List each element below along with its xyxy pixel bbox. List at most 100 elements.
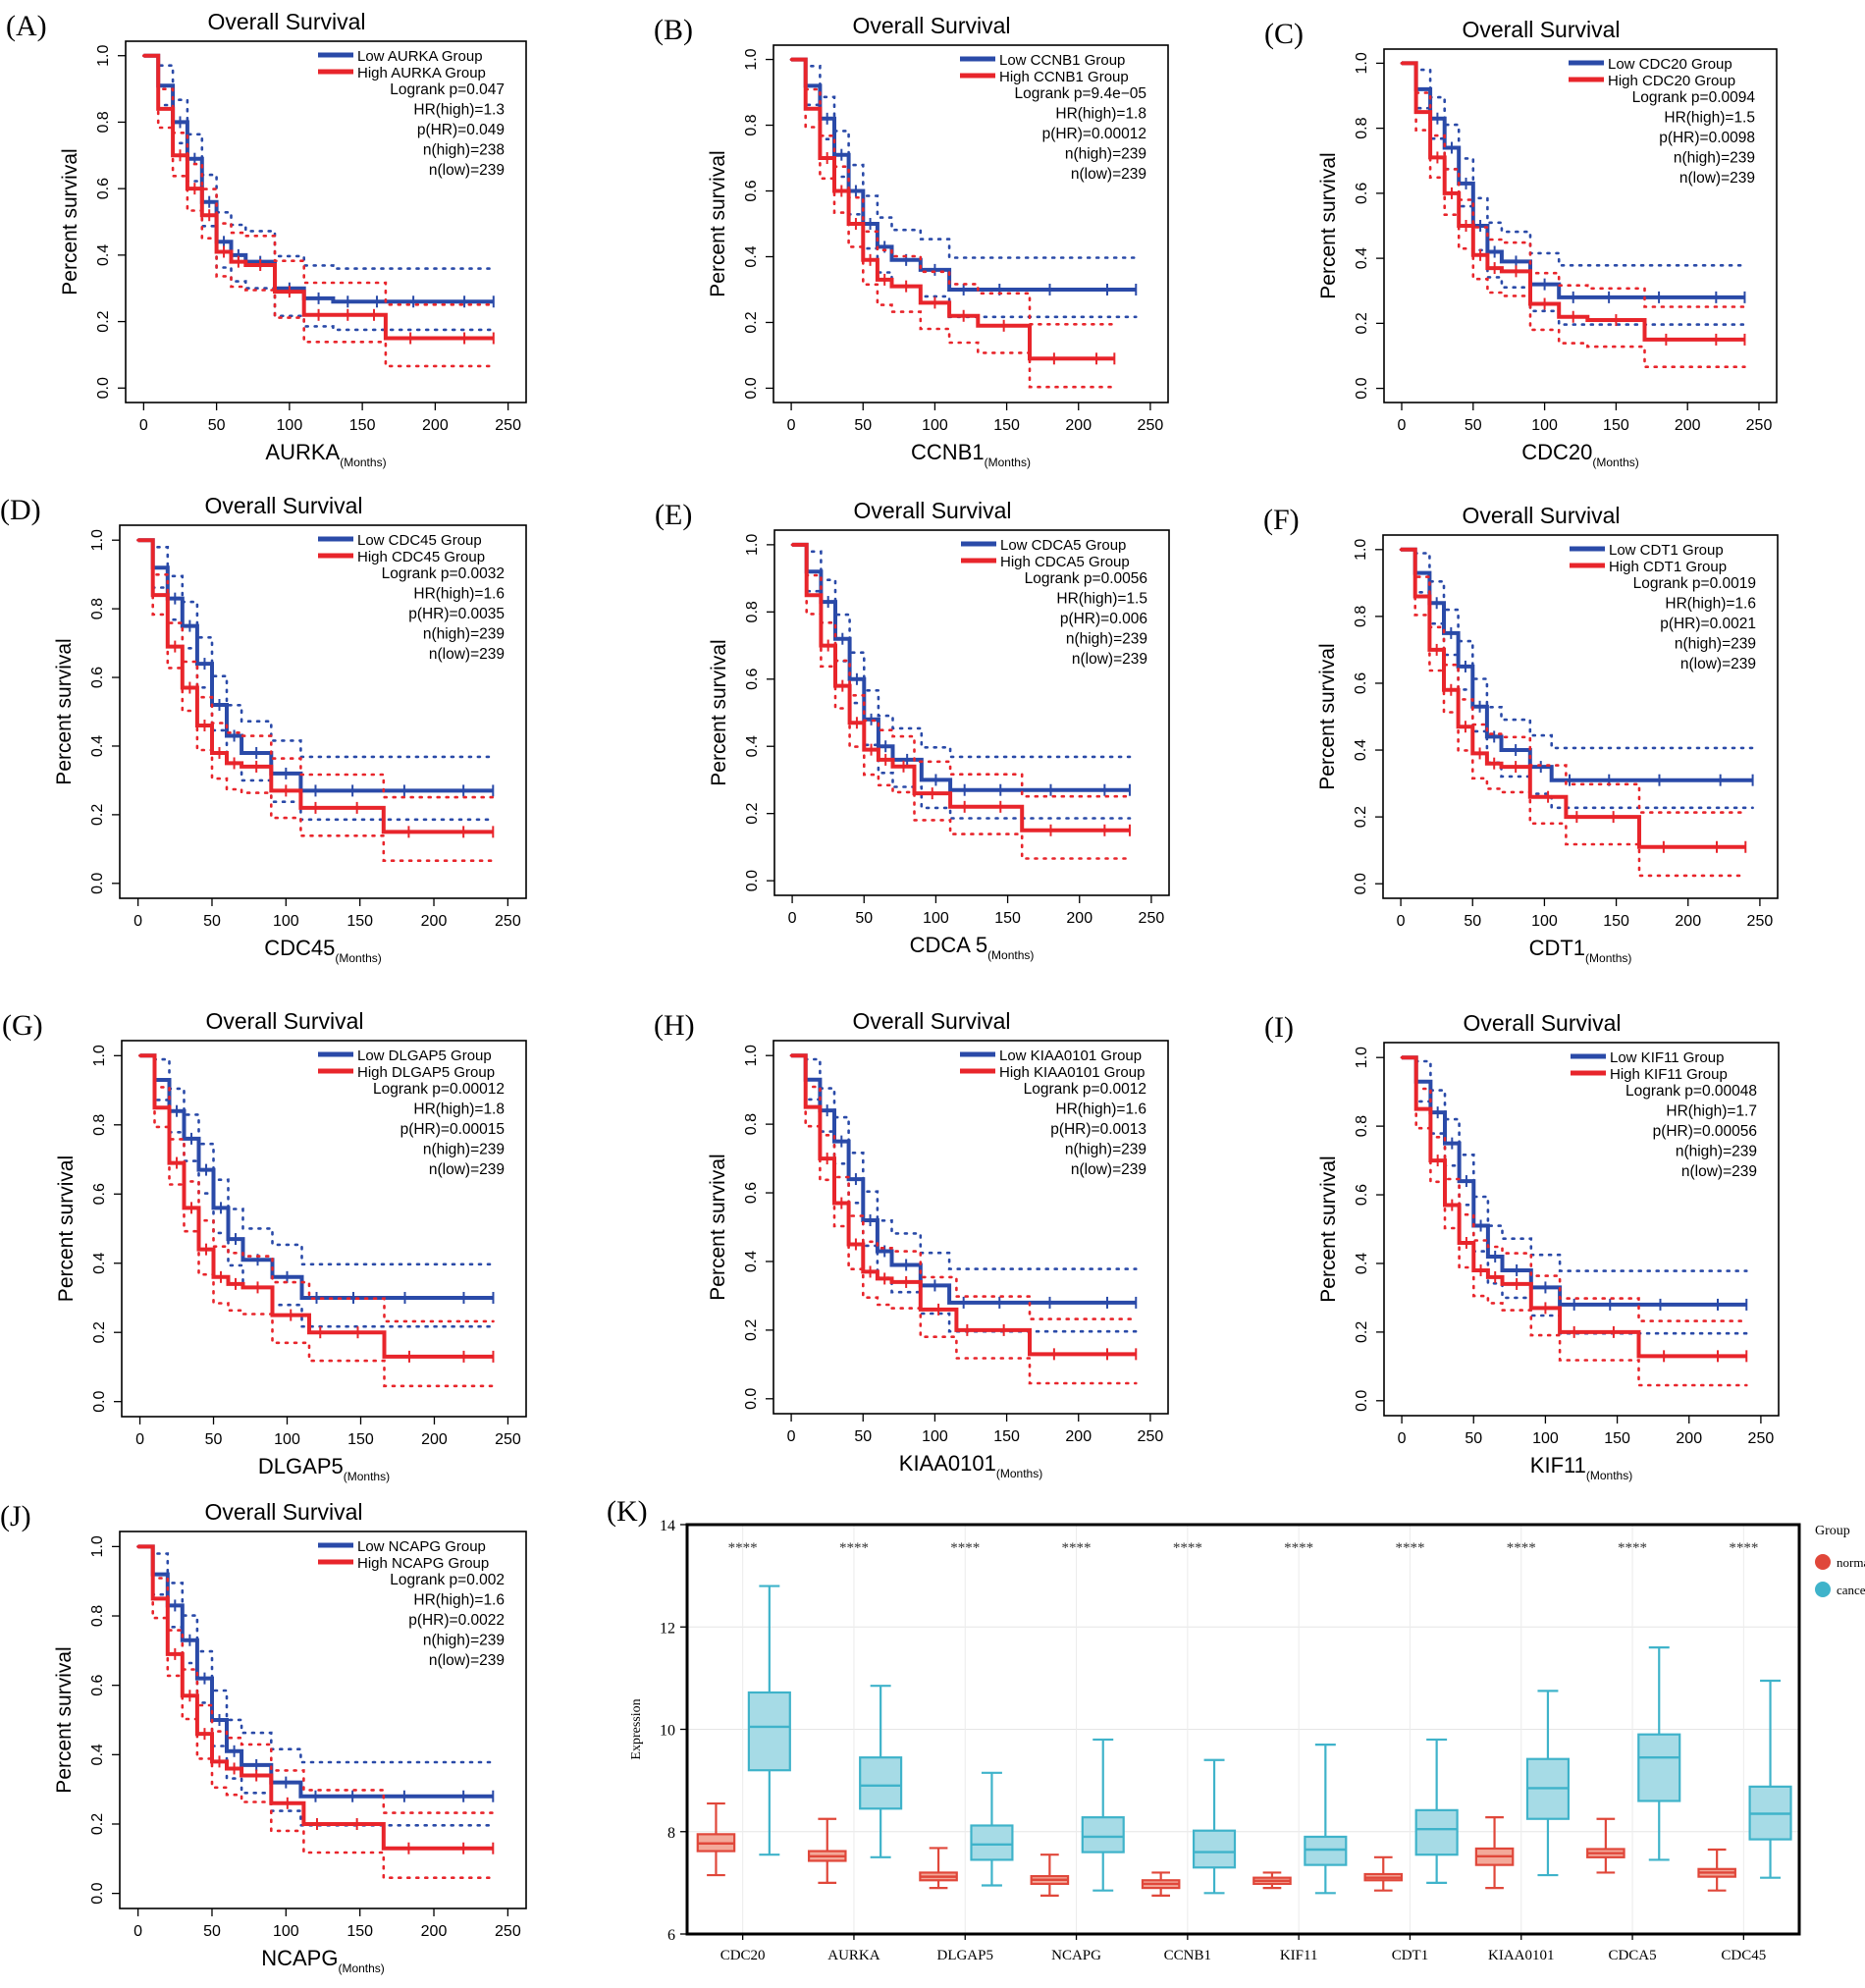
stat-text: HR(high)=1.5 [1664, 110, 1755, 127]
y-tick-label: 0.4 [89, 735, 106, 757]
ci-upper-high [136, 538, 495, 799]
y-tick-label: 0.8 [1354, 1115, 1370, 1137]
x-tick-label: 200 [421, 1923, 448, 1940]
x-axis-gene: CDT1 [1529, 936, 1585, 960]
legend-label: High CCNB1 Group [999, 69, 1129, 85]
stat-text: n(low)=239 [1071, 1161, 1146, 1178]
x-tick-label: 250 [495, 417, 521, 434]
y-tick-label: 0.2 [89, 1813, 106, 1835]
y-tick-label: 8 [667, 1825, 675, 1842]
x-tick-label: 250 [1139, 910, 1165, 927]
stat-text: n(high)=239 [1066, 631, 1147, 648]
plot-frame [121, 1040, 527, 1418]
ci-lower-high [790, 543, 1132, 860]
x-tick-label: AURKA [827, 1948, 880, 1963]
stat-text: p(HR)=0.006 [1060, 611, 1147, 627]
x-tick-label: 200 [1676, 1430, 1702, 1447]
y-tick-label: 0.0 [743, 377, 760, 399]
x-axis-gene: KIF11 [1530, 1453, 1586, 1478]
km-panel-dlgap5: (G) Overall Survival 0 50 100 150 200 250 0.0 0.2… [2, 1008, 527, 1483]
stat-text: n(low)=239 [1680, 656, 1756, 672]
y-tick-label: 0.4 [89, 1744, 106, 1765]
x-tick-label: 250 [1748, 1430, 1775, 1447]
x-tick-label: 50 [1465, 417, 1482, 434]
x-axis-label: CDT1(Months) [1529, 936, 1632, 965]
x-axis-unit: (Months) [1585, 951, 1631, 965]
box-body [1414, 1808, 1459, 1856]
km-panel-cdt1: (F) Overall Survival 0 50 100 150 200 250 0.0 0.2… [1263, 503, 1779, 965]
survival-curve-high [791, 57, 1115, 361]
plot-frame [119, 1531, 527, 1909]
km-panel-aurka: (A) Overall Survival 0 50 100 150 200 250 0.0 0.2… [6, 9, 527, 469]
significance-marker: **** [1729, 1540, 1758, 1556]
stat-text: Logrank p=0.047 [390, 81, 505, 98]
stat-text: n(high)=239 [423, 1142, 505, 1158]
stat-text: HR(high)=1.6 [1665, 596, 1756, 613]
y-tick-label: 12 [660, 1620, 675, 1637]
legend-label: High DLGAP5 Group [357, 1064, 495, 1081]
x-tick-label: 250 [495, 913, 521, 930]
x-tick-label: 200 [1675, 417, 1701, 434]
legend-label: Low AURKA Group [357, 48, 483, 65]
stat-text: n(high)=239 [1065, 1142, 1146, 1158]
y-axis-label: Percent survival [707, 1154, 729, 1300]
ci-lower-high [1400, 1055, 1748, 1387]
x-axis-label: KIAA0101(Months) [899, 1451, 1042, 1480]
x-tick-label: 100 [1531, 913, 1558, 930]
y-tick-label: 0.4 [1354, 247, 1370, 269]
stat-text: n(low)=239 [1071, 166, 1146, 183]
y-tick-label: 0.4 [744, 735, 761, 757]
survival-curve-high [1402, 61, 1745, 342]
box-cancer-cdca5 [1637, 1645, 1681, 1861]
y-tick-label: 0.4 [743, 1251, 760, 1272]
legend-label: Low DLGAP5 Group [357, 1048, 492, 1064]
survival-curve-high [143, 53, 494, 341]
panel-label: (J) [0, 1500, 31, 1532]
plot-frame [773, 1040, 1169, 1415]
y-tick-label: 0.6 [1353, 672, 1369, 694]
y-axis-label: Percent survival [707, 150, 729, 296]
stat-text: Logrank p=0.0094 [1632, 89, 1756, 106]
km-panel-ncapg: (J) Overall Survival 0 50 100 150 200 250 0.0 0.2… [0, 1499, 527, 1975]
x-tick-label: 100 [1532, 1430, 1559, 1447]
x-tick-label: 50 [854, 417, 872, 434]
x-axis-unit: (Months) [1586, 1469, 1632, 1482]
stat-text: n(high)=238 [423, 142, 505, 159]
box-normal-ncapg [1030, 1854, 1070, 1898]
x-tick-label: 0 [1397, 913, 1406, 930]
y-tick-label: 0.0 [744, 870, 761, 891]
y-tick-label: 0.8 [1353, 606, 1369, 627]
y-axis-label: Percent survival [53, 638, 76, 784]
stat-text: Logrank p=0.0056 [1025, 570, 1147, 587]
y-axis-label: Percent survival [1316, 643, 1339, 789]
y-tick-label: 0.6 [91, 1183, 108, 1205]
x-axis-gene: KIAA0101 [899, 1451, 996, 1476]
stat-text: Logrank p=0.00048 [1625, 1083, 1757, 1100]
panel-label: (K) [607, 1495, 648, 1528]
x-tick-label: 0 [787, 1428, 796, 1445]
x-tick-label: 250 [1747, 913, 1774, 930]
plot-frame [125, 40, 527, 403]
significance-marker: **** [839, 1540, 869, 1556]
y-tick-label: 14 [660, 1518, 675, 1534]
panel-label: (H) [654, 1009, 695, 1042]
y-tick-label: 0.2 [91, 1321, 108, 1343]
box-body [1637, 1733, 1681, 1802]
stat-text: Logrank p=0.00012 [373, 1081, 505, 1098]
survival-curve-high [1402, 1055, 1747, 1359]
legend-label: Low CDT1 Group [1609, 542, 1724, 559]
x-tick-label: 150 [347, 1431, 374, 1448]
y-tick-label: 0.4 [1353, 739, 1369, 761]
stat-text: p(HR)=0.0098 [1659, 130, 1755, 146]
x-tick-label: CDC45 [1721, 1948, 1766, 1963]
y-tick-label: 1.0 [95, 45, 112, 67]
legend-label: Low NCAPG Group [357, 1538, 486, 1555]
chart-title: Overall Survival [852, 1008, 1010, 1034]
survival-curve-high [137, 1544, 494, 1851]
ci-lower-high [142, 54, 496, 368]
x-tick-label: 50 [1465, 1430, 1482, 1447]
stat-text: HR(high)=1.5 [1056, 591, 1147, 608]
x-tick-label: 50 [203, 1923, 221, 1940]
x-tick-label: 250 [1138, 417, 1164, 434]
